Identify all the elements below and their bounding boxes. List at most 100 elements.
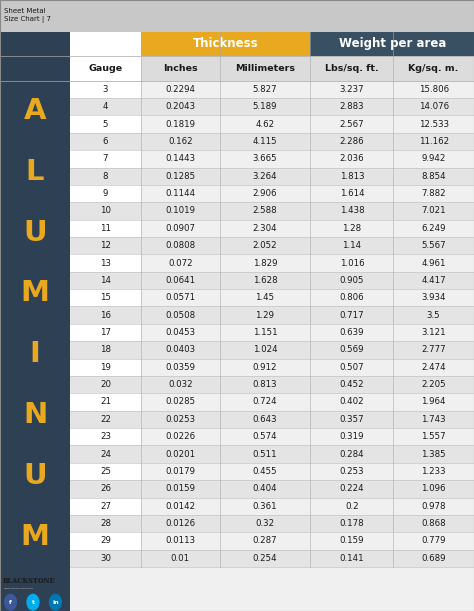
Text: 0.452: 0.452 (339, 380, 364, 389)
Bar (219, 411, 310, 428)
Bar (310, 376, 393, 393)
Text: 2.052: 2.052 (253, 241, 277, 250)
Bar (310, 428, 393, 445)
Text: 0.2: 0.2 (345, 502, 359, 511)
Text: 1.45: 1.45 (255, 293, 274, 302)
Text: 2.777: 2.777 (421, 345, 446, 354)
Bar (219, 341, 310, 359)
Bar (70, 219, 141, 237)
Bar (141, 359, 219, 376)
Bar (70, 167, 141, 185)
Text: 0.01: 0.01 (171, 554, 190, 563)
Text: 0.689: 0.689 (421, 554, 446, 563)
Text: U: U (23, 219, 47, 247)
Text: 14: 14 (100, 276, 111, 285)
Bar (70, 480, 141, 497)
Text: 11.162: 11.162 (419, 137, 449, 146)
Text: 4.417: 4.417 (421, 276, 446, 285)
Text: t: t (31, 600, 35, 605)
Bar (219, 445, 310, 463)
Bar (219, 463, 310, 480)
Text: 0.717: 0.717 (339, 310, 364, 320)
Bar (141, 463, 219, 480)
Text: 0.639: 0.639 (339, 328, 364, 337)
Bar (70, 393, 141, 411)
Bar (310, 550, 393, 567)
Text: 5.567: 5.567 (421, 241, 446, 250)
Text: 21: 21 (100, 398, 111, 406)
Bar (141, 167, 219, 185)
Bar (393, 463, 474, 480)
Text: 0.0179: 0.0179 (165, 467, 195, 476)
Text: 2.286: 2.286 (339, 137, 364, 146)
Text: 14.076: 14.076 (419, 102, 449, 111)
Bar (141, 56, 219, 81)
Bar (70, 56, 141, 81)
Text: 27: 27 (100, 502, 111, 511)
Bar (141, 133, 219, 150)
Text: L: L (26, 158, 45, 186)
Bar (141, 98, 219, 115)
Text: 0.319: 0.319 (339, 432, 364, 441)
Bar (141, 289, 219, 307)
Bar (219, 428, 310, 445)
Text: 17: 17 (100, 328, 111, 337)
Bar (219, 324, 310, 341)
Text: 1.14: 1.14 (342, 241, 361, 250)
Circle shape (27, 594, 40, 611)
Bar (310, 497, 393, 515)
Bar (219, 115, 310, 133)
Bar (393, 376, 474, 393)
Text: 4.961: 4.961 (421, 258, 446, 268)
Text: 0.978: 0.978 (421, 502, 446, 511)
Text: 0.0201: 0.0201 (165, 450, 195, 459)
Text: 0.0142: 0.0142 (165, 502, 195, 511)
Bar (141, 202, 219, 219)
Text: 0.0159: 0.0159 (165, 485, 195, 493)
Bar (141, 393, 219, 411)
Text: 3.264: 3.264 (253, 172, 277, 181)
Bar (70, 341, 141, 359)
Bar (141, 115, 219, 133)
Text: 0.0359: 0.0359 (165, 363, 195, 371)
Bar (310, 289, 393, 307)
Bar (219, 81, 310, 98)
Text: 15.806: 15.806 (419, 85, 449, 94)
Bar (310, 463, 393, 480)
Bar (70, 359, 141, 376)
Text: 0.0453: 0.0453 (165, 328, 195, 337)
Text: 0.779: 0.779 (421, 536, 446, 546)
Bar (219, 289, 310, 307)
Text: 1.614: 1.614 (339, 189, 364, 198)
Bar (219, 167, 310, 185)
Bar (393, 219, 474, 237)
Text: 1.628: 1.628 (253, 276, 277, 285)
Bar (393, 81, 474, 98)
Text: 28: 28 (100, 519, 111, 528)
Text: ────────────: ──────────── (3, 587, 33, 591)
Text: 29: 29 (100, 536, 111, 546)
Bar (219, 219, 310, 237)
Text: f: f (9, 600, 12, 605)
Text: 1.016: 1.016 (339, 258, 364, 268)
Text: 0.287: 0.287 (253, 536, 277, 546)
Text: 3.237: 3.237 (339, 85, 364, 94)
Bar (310, 202, 393, 219)
Circle shape (49, 594, 62, 611)
Bar (219, 133, 310, 150)
Bar (141, 497, 219, 515)
Text: 24: 24 (100, 450, 111, 459)
Text: 8.854: 8.854 (421, 172, 446, 181)
Text: 0.32: 0.32 (255, 519, 274, 528)
Bar (310, 133, 393, 150)
Bar (141, 428, 219, 445)
Text: 0.0808: 0.0808 (165, 241, 195, 250)
Bar (219, 98, 310, 115)
Text: 2.906: 2.906 (253, 189, 277, 198)
Text: Inches: Inches (163, 64, 198, 73)
Bar (70, 133, 141, 150)
Bar (310, 515, 393, 532)
Text: 0.1443: 0.1443 (165, 155, 195, 163)
Text: Weight per area: Weight per area (338, 37, 446, 51)
Bar (310, 393, 393, 411)
